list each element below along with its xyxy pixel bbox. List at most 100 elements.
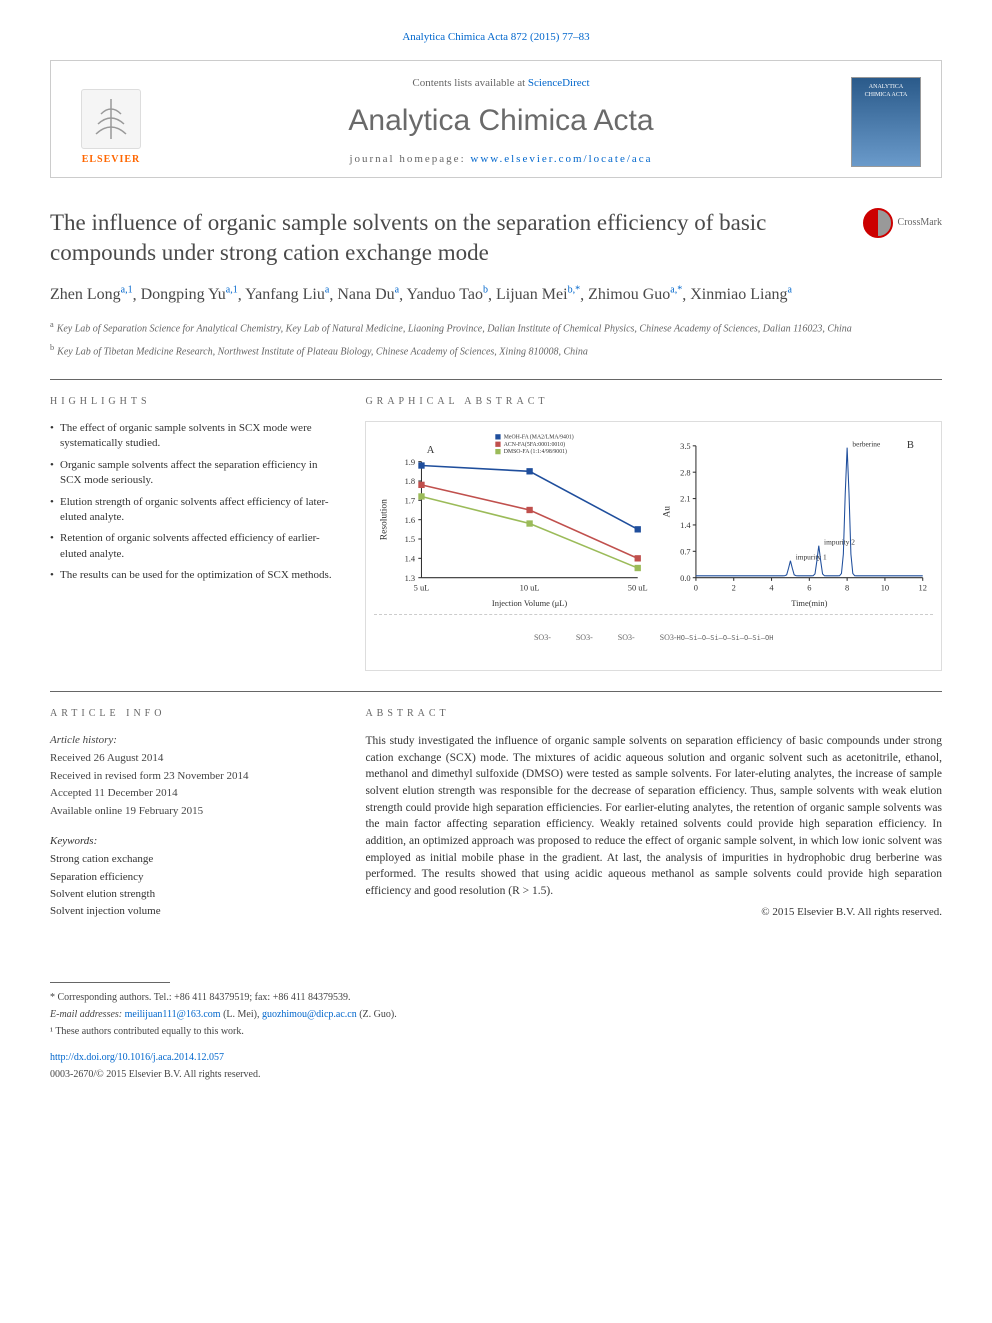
svg-text:1.9: 1.9	[405, 457, 416, 467]
svg-text:50 uL: 50 uL	[628, 582, 648, 592]
highlights-ga-row: HIGHLIGHTS The effect of organic sample …	[50, 395, 942, 671]
svg-text:2.8: 2.8	[680, 467, 691, 477]
info-abstract-row: ARTICLE INFO Article history: Received 2…	[50, 707, 942, 922]
elsevier-tree-icon	[81, 89, 141, 149]
publisher-name: ELSEVIER	[82, 153, 141, 167]
crossmark-icon	[863, 208, 893, 238]
doi-link[interactable]: http://dx.doi.org/10.1016/j.aca.2014.12.…	[50, 1052, 224, 1063]
article-title: The influence of organic sample solvents…	[50, 208, 863, 268]
highlight-item: The results can be used for the optimiza…	[50, 568, 335, 583]
svg-text:12: 12	[918, 582, 926, 592]
corresponding-note: * Corresponding authors. Tel.: +86 411 8…	[50, 991, 942, 1005]
keyword: Solvent elution strength	[50, 887, 335, 902]
author: Yanfang Liua	[245, 286, 329, 303]
homepage-link[interactable]: www.elsevier.com/locate/aca	[470, 153, 652, 165]
svg-text:10 uL: 10 uL	[520, 582, 540, 592]
history-heading: Article history:	[50, 733, 335, 748]
svg-text:1.5: 1.5	[405, 534, 416, 544]
author: Xinmiao Lianga	[690, 286, 792, 303]
svg-text:0.0: 0.0	[680, 573, 691, 583]
history-list: Received 26 August 2014Received in revis…	[50, 751, 335, 819]
svg-text:Au: Au	[662, 506, 672, 518]
svg-text:1.4: 1.4	[405, 553, 416, 563]
svg-text:4: 4	[769, 582, 774, 592]
ga-col: GRAPHICAL ABSTRACT 1.31.41.51.61.71.81.9…	[365, 395, 942, 671]
keywords-block: Keywords: Strong cation exchange Separati…	[50, 834, 335, 920]
affiliations: aKey Lab of Separation Science for Analy…	[50, 319, 942, 359]
history-item: Received 26 August 2014	[50, 751, 335, 766]
highlight-item: Organic sample solvents affect the separ…	[50, 458, 335, 489]
email-link[interactable]: guozhimou@dicp.ac.cn	[262, 1009, 357, 1020]
svg-text:MeOH-FA (MA2/LMA/9401): MeOH-FA (MA2/LMA/9401)	[504, 433, 574, 440]
sciencedirect-link[interactable]: ScienceDirect	[528, 77, 590, 89]
svg-text:1.6: 1.6	[405, 515, 416, 525]
keywords-heading: Keywords:	[50, 834, 335, 849]
svg-text:Resolution: Resolution	[380, 499, 390, 540]
article-info-block: Article history: Received 26 August 2014…	[50, 733, 335, 819]
affiliation: bKey Lab of Tibetan Medicine Research, N…	[50, 342, 942, 359]
svg-text:5 uL: 5 uL	[414, 582, 430, 592]
svg-text:6: 6	[807, 582, 811, 592]
keyword: Separation efficiency	[50, 870, 335, 885]
crossmark-badge[interactable]: CrossMark	[863, 208, 942, 238]
article-info-col: ARTICLE INFO Article history: Received 2…	[50, 707, 335, 922]
svg-text:Injection Volume (μL): Injection Volume (μL)	[492, 598, 568, 608]
crossmark-text: CrossMark	[898, 216, 942, 230]
highlights-list: The effect of organic sample solvents in…	[50, 421, 335, 584]
ga-structure-diagram: SO3-SO3-SO3-SO3-HO—Si—O—Si—O—Si—O—Si—OH	[374, 614, 933, 662]
citation-header: Analytica Chimica Acta 872 (2015) 77–83	[50, 30, 942, 45]
journal-homepage: journal homepage: www.elsevier.com/locat…	[151, 152, 851, 167]
keyword: Strong cation exchange	[50, 852, 335, 867]
divider-2	[50, 691, 942, 692]
journal-cover-thumb: ANALYTICA CHIMICA ACTA	[851, 77, 921, 167]
footer-rule	[50, 982, 170, 983]
highlights-heading: HIGHLIGHTS	[50, 395, 335, 409]
email-prefix: E-mail addresses:	[50, 1009, 125, 1020]
header-center: Contents lists available at ScienceDirec…	[151, 76, 851, 167]
author: Zhen Longa,1	[50, 286, 133, 303]
author: Dongping Yua,1	[141, 286, 238, 303]
authors-list: Zhen Longa,1, Dongping Yua,1, Yanfang Li…	[50, 283, 942, 307]
article-info-heading: ARTICLE INFO	[50, 707, 335, 721]
author: Zhimou Guoa,*	[588, 286, 682, 303]
svg-text:1.8: 1.8	[405, 476, 416, 486]
cover-text: ANALYTICA CHIMICA ACTA	[857, 83, 915, 100]
ga-heading: GRAPHICAL ABSTRACT	[365, 395, 942, 409]
divider-1	[50, 379, 942, 380]
history-item: Accepted 11 December 2014	[50, 786, 335, 801]
email-link[interactable]: meilijuan111@163.com	[125, 1009, 221, 1020]
contents-line: Contents lists available at ScienceDirec…	[151, 76, 851, 91]
svg-text:impurity 1: impurity 1	[795, 552, 826, 561]
author: Lijuan Meib,*	[496, 286, 580, 303]
svg-text:1.7: 1.7	[405, 495, 416, 505]
citation-link[interactable]: Analytica Chimica Acta 872 (2015) 77–83	[402, 31, 589, 43]
abstract-col: ABSTRACT This study investigated the inf…	[365, 707, 942, 922]
svg-text:1.4: 1.4	[680, 520, 691, 530]
svg-text:3.5: 3.5	[680, 441, 691, 451]
ga-charts-row: 1.31.41.51.61.71.81.95 uL10 uL50 uLResol…	[374, 430, 933, 609]
doi-line: http://dx.doi.org/10.1016/j.aca.2014.12.…	[50, 1051, 942, 1065]
journal-header-box: ELSEVIER Contents lists available at Sci…	[50, 60, 942, 178]
svg-text:10: 10	[880, 582, 888, 592]
graphical-abstract-figure: 1.31.41.51.61.71.81.95 uL10 uL50 uLResol…	[365, 421, 942, 671]
author: Yanduo Taob	[406, 286, 488, 303]
highlight-item: Elution strength of organic solvents aff…	[50, 495, 335, 526]
svg-text:berberine: berberine	[852, 439, 881, 448]
svg-text:8: 8	[845, 582, 849, 592]
abstract-text: This study investigated the influence of…	[365, 733, 942, 900]
svg-text:0.7: 0.7	[680, 546, 691, 556]
emails-line: E-mail addresses: meilijuan111@163.com (…	[50, 1008, 942, 1022]
svg-text:B: B	[907, 440, 914, 451]
svg-text:Time(min): Time(min)	[791, 598, 827, 608]
ga-chart-b: 0.00.71.42.12.83.5024681012AuTime(min)Bi…	[659, 430, 933, 609]
svg-text:2: 2	[731, 582, 735, 592]
svg-text:ACN-FA(5FA:0001:0010): ACN-FA(5FA:0001:0010)	[504, 441, 565, 448]
author: Nana Dua	[337, 286, 399, 303]
svg-text:impurity 2: impurity 2	[824, 537, 855, 546]
publisher-logo: ELSEVIER	[71, 77, 151, 167]
contents-prefix: Contents lists available at	[412, 77, 527, 89]
highlight-item: The effect of organic sample solvents in…	[50, 421, 335, 452]
title-row: The influence of organic sample solvents…	[50, 208, 942, 268]
keyword: Solvent injection volume	[50, 904, 335, 919]
issn-copyright: 0003-2670/© 2015 Elsevier B.V. All right…	[50, 1068, 942, 1082]
